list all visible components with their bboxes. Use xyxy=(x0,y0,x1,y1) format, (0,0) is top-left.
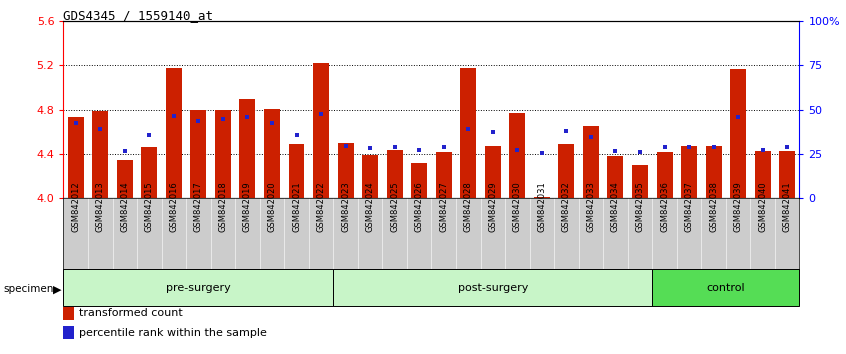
Bar xyxy=(460,68,476,198)
Text: GSM842035: GSM842035 xyxy=(635,182,645,232)
Text: GSM842017: GSM842017 xyxy=(194,182,203,232)
Bar xyxy=(63,269,333,306)
Text: control: control xyxy=(706,282,745,293)
Text: GSM842026: GSM842026 xyxy=(415,182,424,232)
Bar xyxy=(607,156,624,198)
Text: GSM842032: GSM842032 xyxy=(562,182,571,232)
Text: GSM842020: GSM842020 xyxy=(267,182,277,232)
Bar xyxy=(68,118,84,198)
Bar xyxy=(362,155,378,198)
Text: GSM842039: GSM842039 xyxy=(733,182,743,232)
Bar xyxy=(779,151,795,198)
Text: GSM842027: GSM842027 xyxy=(439,182,448,232)
Text: GSM842034: GSM842034 xyxy=(611,182,620,232)
Text: GSM842012: GSM842012 xyxy=(71,182,80,232)
Text: ▶: ▶ xyxy=(53,284,62,294)
Bar xyxy=(288,144,305,198)
Bar xyxy=(264,109,280,198)
Text: GSM842037: GSM842037 xyxy=(684,181,694,232)
Text: GSM842022: GSM842022 xyxy=(316,182,326,232)
Text: GSM842025: GSM842025 xyxy=(390,182,399,232)
Bar xyxy=(239,99,255,198)
Text: GSM842041: GSM842041 xyxy=(783,182,792,232)
Text: specimen: specimen xyxy=(3,284,54,294)
Bar xyxy=(333,269,652,306)
Text: GSM842030: GSM842030 xyxy=(513,182,522,232)
Text: percentile rank within the sample: percentile rank within the sample xyxy=(79,328,266,338)
Text: GSM842023: GSM842023 xyxy=(341,182,350,232)
Text: GSM842024: GSM842024 xyxy=(365,182,375,232)
Bar xyxy=(706,146,722,198)
Bar xyxy=(730,69,746,198)
Bar xyxy=(583,126,599,198)
Text: transformed count: transformed count xyxy=(79,308,183,318)
Bar xyxy=(411,163,427,198)
Bar xyxy=(558,144,574,198)
Bar xyxy=(387,149,403,198)
Bar xyxy=(215,110,231,198)
Bar xyxy=(632,165,648,198)
Bar xyxy=(92,111,108,198)
Bar xyxy=(656,152,673,198)
Text: GSM842018: GSM842018 xyxy=(218,182,228,232)
Text: GSM842028: GSM842028 xyxy=(464,182,473,232)
Bar xyxy=(485,146,501,198)
Bar xyxy=(190,110,206,198)
Text: GSM842029: GSM842029 xyxy=(488,182,497,232)
Bar xyxy=(117,160,133,198)
Bar xyxy=(141,147,157,198)
Text: GSM842013: GSM842013 xyxy=(96,182,105,232)
Bar xyxy=(755,151,771,198)
Text: pre-surgery: pre-surgery xyxy=(166,282,231,293)
Bar xyxy=(681,146,697,198)
Text: GSM842033: GSM842033 xyxy=(586,181,596,232)
Text: GSM842021: GSM842021 xyxy=(292,182,301,232)
Bar xyxy=(166,68,182,198)
Bar xyxy=(338,143,354,198)
Bar xyxy=(534,197,550,198)
Bar xyxy=(436,152,452,198)
Text: GSM842038: GSM842038 xyxy=(709,181,718,232)
Text: post-surgery: post-surgery xyxy=(458,282,528,293)
Text: GDS4345 / 1559140_at: GDS4345 / 1559140_at xyxy=(63,9,213,22)
Text: GSM842036: GSM842036 xyxy=(660,181,669,232)
Text: GSM842040: GSM842040 xyxy=(758,182,767,232)
Text: GSM842031: GSM842031 xyxy=(537,182,547,232)
Text: GSM842016: GSM842016 xyxy=(169,182,179,232)
Text: GSM842014: GSM842014 xyxy=(120,182,129,232)
Text: GSM842015: GSM842015 xyxy=(145,182,154,232)
Text: GSM842019: GSM842019 xyxy=(243,182,252,232)
Bar xyxy=(313,63,329,198)
Bar xyxy=(509,113,525,198)
Bar xyxy=(652,269,799,306)
